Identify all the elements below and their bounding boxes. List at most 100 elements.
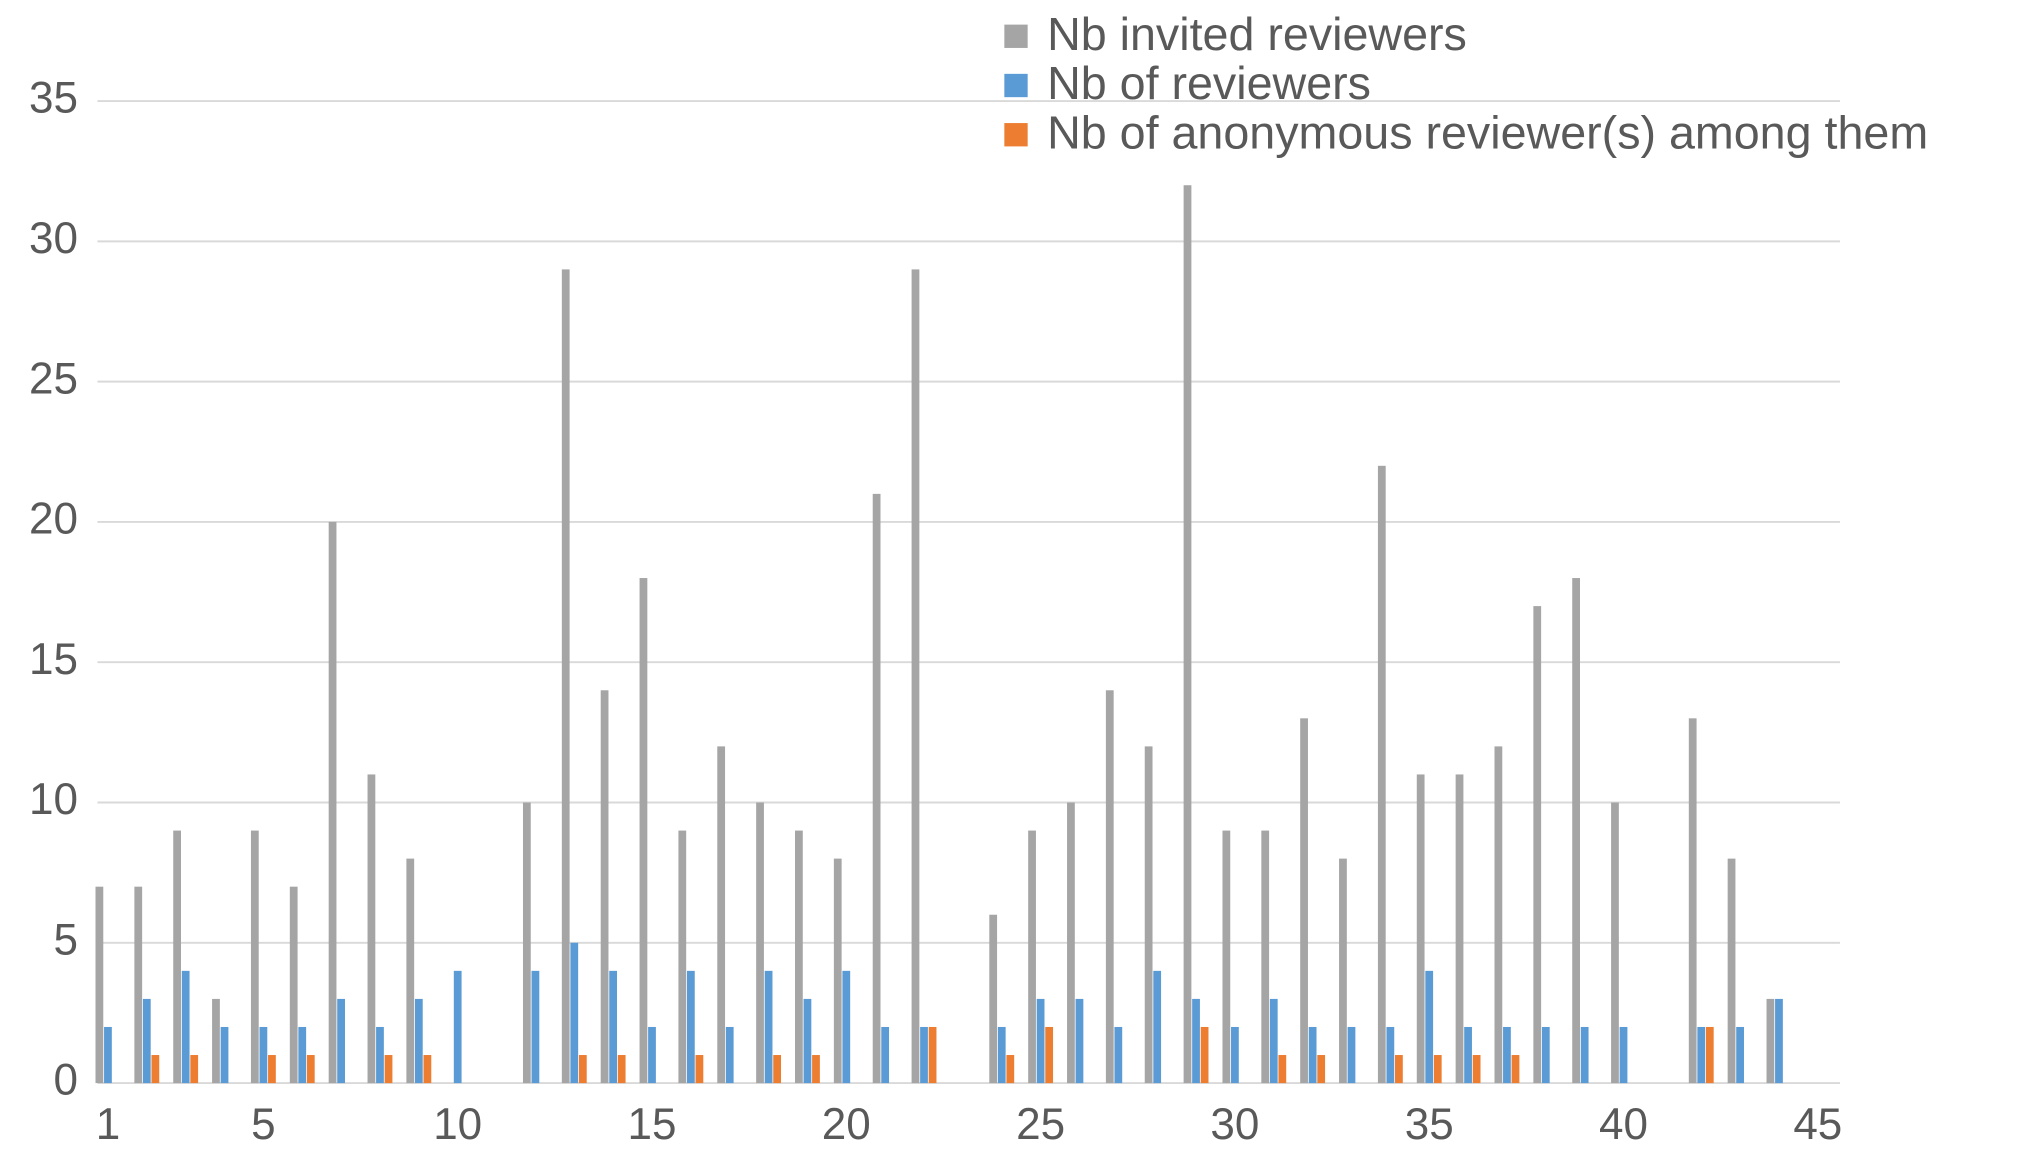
legend-swatch (1004, 73, 1028, 98)
legend-swatch (1004, 24, 1028, 48)
bar (306, 1055, 315, 1084)
bar (376, 1026, 384, 1084)
bar (1697, 1026, 1706, 1084)
bar (1727, 858, 1736, 1084)
bar (1308, 1026, 1317, 1084)
bar (1067, 802, 1075, 1084)
bar (142, 998, 151, 1084)
bar (1464, 1026, 1472, 1084)
bar (725, 1026, 734, 1084)
bar (764, 970, 773, 1084)
y-tick-label: 35 (29, 74, 78, 123)
x-tick-label: 5 (251, 1100, 275, 1149)
bar (1766, 998, 1775, 1084)
bar (881, 1026, 890, 1084)
y-tick-label: 20 (29, 495, 78, 544)
bar (423, 1055, 432, 1084)
bar (617, 1055, 626, 1084)
bar (639, 578, 648, 1084)
y-tick-label: 25 (29, 354, 78, 403)
bar (678, 830, 687, 1084)
bar (920, 1026, 928, 1084)
legend-label: Nb of reviewers (1047, 57, 1371, 109)
bar (289, 886, 298, 1084)
x-tick-label: 40 (1599, 1100, 1648, 1149)
bar (190, 1055, 199, 1084)
bar (1395, 1055, 1403, 1084)
bar (328, 521, 337, 1084)
bar (1222, 830, 1231, 1084)
x-tick-label: 30 (1210, 1100, 1259, 1149)
bar (1006, 1055, 1015, 1084)
bar (872, 493, 881, 1084)
bar (1192, 998, 1200, 1084)
bar (134, 886, 143, 1084)
bar (1386, 1026, 1395, 1084)
legend-swatch (1004, 123, 1028, 147)
bar (1377, 465, 1386, 1084)
y-tick-label: 15 (29, 635, 78, 684)
bar (1503, 1026, 1511, 1084)
bar (181, 970, 190, 1084)
x-tick-label: 15 (628, 1100, 677, 1149)
bar (1611, 802, 1619, 1084)
bar (1045, 1026, 1054, 1084)
bar (997, 1026, 1006, 1084)
bar (384, 1055, 393, 1084)
bar (648, 1026, 656, 1084)
bar (151, 1055, 160, 1084)
bar (173, 830, 182, 1084)
bar (220, 1026, 229, 1084)
bar (1416, 774, 1425, 1084)
bar (1183, 185, 1192, 1084)
bar (1278, 1055, 1287, 1084)
x-tick-label: 20 (822, 1100, 871, 1149)
x-tick-label: 25 (1016, 1100, 1065, 1149)
bar (104, 1026, 112, 1084)
bar (795, 830, 803, 1084)
bar (1200, 1026, 1209, 1084)
bar (1105, 690, 1114, 1084)
bar (406, 858, 415, 1084)
bar (1144, 746, 1153, 1084)
bar (414, 998, 423, 1084)
bar (522, 802, 531, 1084)
bar (570, 942, 579, 1084)
bar (1433, 1055, 1442, 1084)
bar (842, 970, 851, 1084)
bar (717, 746, 726, 1084)
bar (1317, 1055, 1326, 1084)
bar (686, 970, 695, 1084)
bar (212, 998, 220, 1084)
bar (1736, 1026, 1744, 1084)
bar (600, 690, 609, 1084)
bar (453, 970, 462, 1084)
bar (1114, 1026, 1123, 1084)
bar (695, 1055, 704, 1084)
bar (298, 1026, 307, 1084)
bar (812, 1055, 820, 1084)
bar (1231, 1026, 1239, 1084)
bar (773, 1055, 782, 1084)
bar (1339, 858, 1347, 1084)
bar (1541, 1026, 1550, 1084)
bar (578, 1055, 587, 1084)
legend-label: Nb invited reviewers (1047, 8, 1467, 60)
legend-label: Nb of anonymous reviewer(s) among them (1047, 106, 1928, 158)
bar (1572, 578, 1580, 1084)
bar (911, 269, 920, 1084)
bar (1261, 830, 1270, 1084)
x-tick-label: 1 (96, 1100, 121, 1149)
bar (561, 269, 570, 1084)
bar (250, 830, 259, 1084)
bar (609, 970, 618, 1084)
y-tick-label: 30 (29, 214, 78, 263)
bar (928, 1026, 937, 1084)
x-tick-label: 35 (1405, 1100, 1454, 1149)
bar (1036, 998, 1045, 1084)
bar (803, 998, 812, 1084)
bar (95, 886, 104, 1084)
bar (756, 802, 764, 1084)
